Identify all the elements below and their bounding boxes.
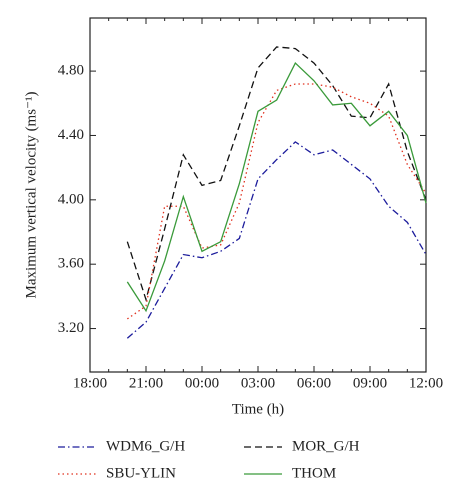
y-tick-label: 4.80	[58, 63, 84, 79]
x-tick-label: 09:00	[353, 375, 387, 391]
legend-label: MOR_G/H	[292, 438, 360, 454]
x-tick-label: 12:00	[409, 375, 443, 391]
x-tick-label: 21:00	[129, 375, 163, 391]
x-tick-label: 00:00	[185, 375, 219, 391]
series-line	[126, 46, 427, 302]
series-line	[126, 61, 427, 313]
y-tick-label: 3.60	[58, 256, 84, 272]
x-tick-label: 06:00	[297, 375, 331, 391]
series-line	[126, 83, 427, 320]
legend-label: WDM6_G/H	[106, 438, 185, 454]
x-axis-label: Time (h)	[232, 401, 284, 417]
y-tick-label: 4.40	[58, 127, 84, 143]
y-tick-label: 4.00	[58, 191, 84, 207]
legend-label: SBU-YLIN	[106, 465, 176, 481]
x-tick-label: 03:00	[241, 375, 275, 391]
y-tick-label: 3.20	[58, 320, 84, 336]
legend-label: THOM	[292, 465, 336, 481]
series-line	[126, 141, 427, 339]
x-tick-label: 18:00	[73, 375, 107, 391]
y-axis-label: Maximum vertical velocity (ms⁻¹)	[23, 92, 39, 299]
plot-frame	[89, 17, 427, 373]
